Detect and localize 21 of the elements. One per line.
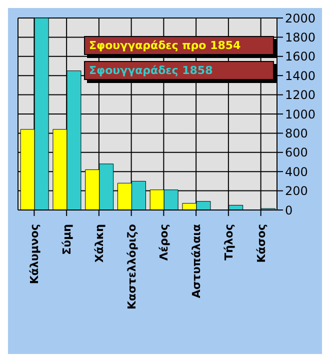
y-tick-label: 1000	[285, 107, 316, 122]
y-tick-label: 1200	[285, 88, 316, 102]
x-tick-label: Λέρος	[158, 224, 171, 261]
x-tick-label: Αστυπάλαια	[190, 224, 204, 298]
y-tick-label: 2000	[285, 11, 316, 26]
y-tick-label: 1800	[285, 30, 316, 44]
x-tick-label: Κάλυμνος	[28, 224, 42, 284]
y-tick-label: 200	[285, 184, 308, 198]
label-box: Σφουγγαράδες 1858	[84, 61, 274, 80]
x-tick-label: Σύμη	[60, 224, 74, 255]
y-tick-label: 600	[285, 146, 308, 160]
y-tick-label: 800	[285, 126, 308, 140]
label-box: Σφουγγαράδες προ 1854	[84, 36, 274, 55]
x-tick-label: Καστελλόριζο	[125, 224, 138, 310]
x-tick-label: Κάσος	[254, 224, 268, 263]
y-tick-label: 0	[285, 203, 293, 218]
y-tick-label: 1400	[285, 68, 316, 83]
y-tick-label: 1600	[285, 50, 316, 64]
x-tick-label: Χάλκη	[92, 224, 106, 263]
x-tick-label: Τήλος	[222, 224, 236, 260]
y-tick-label: 400	[285, 164, 308, 179]
